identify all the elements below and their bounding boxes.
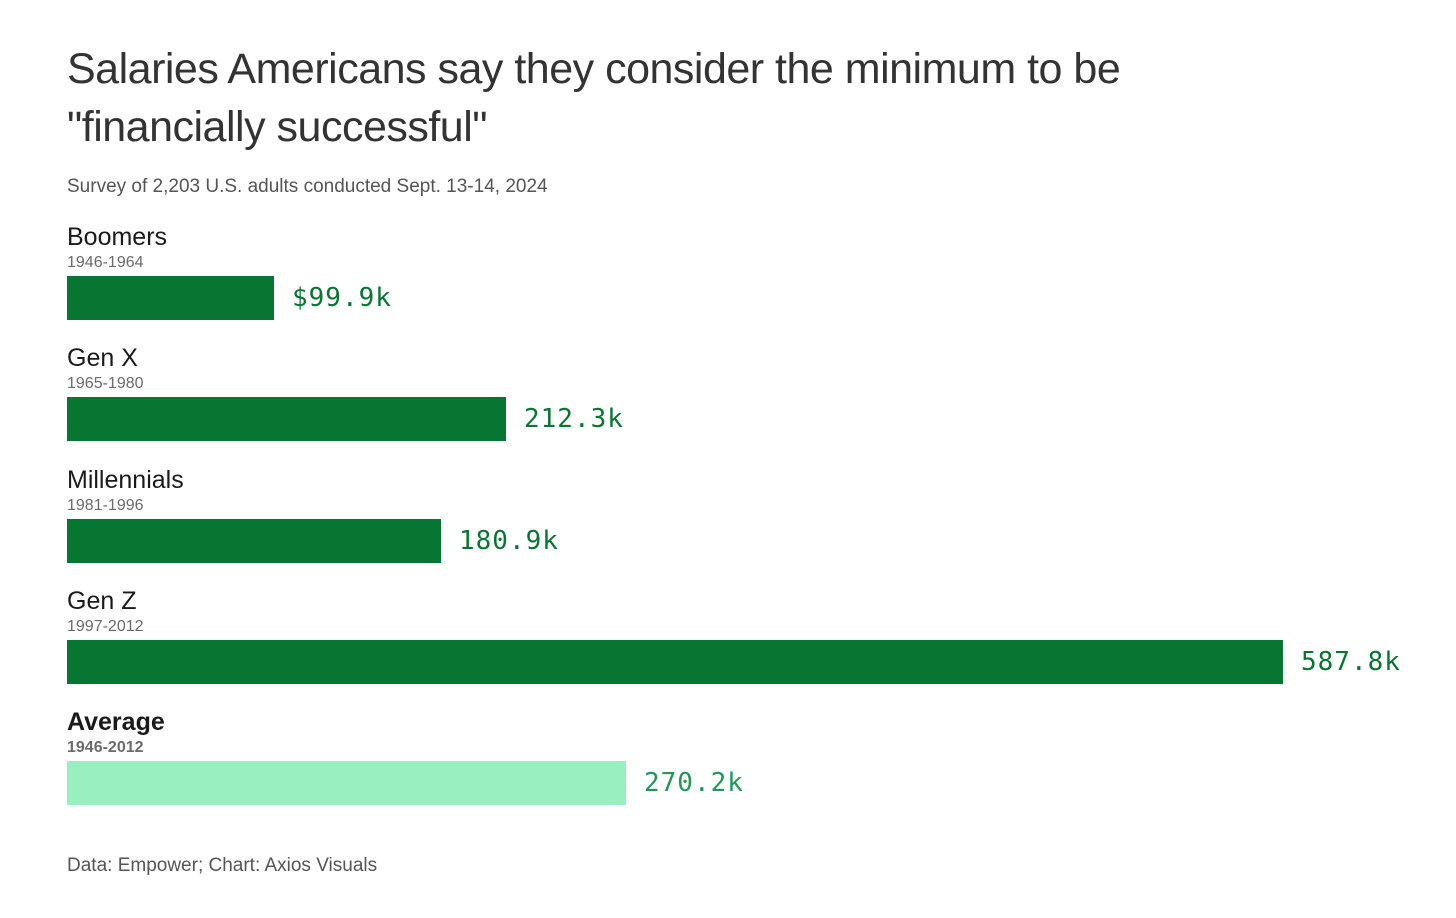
data-label: 270.2k (644, 768, 744, 798)
category-years-label: 1946-1964 (67, 254, 144, 271)
category-years-label: 1946-2012 (67, 739, 144, 756)
bar (67, 397, 506, 441)
data-label: 587.8k (1301, 647, 1401, 677)
data-label: 180.9k (459, 526, 559, 556)
data-label: 212.3k (524, 404, 624, 434)
bar-row: Gen X 1965-1980 212.3k (67, 343, 1437, 455)
bar (67, 276, 274, 320)
data-label: $99.9k (292, 283, 392, 313)
bar-row: Average 1946-2012 270.2k (67, 707, 1437, 819)
category-years-label: 1997-2012 (67, 618, 144, 635)
chart-title: Salaries Americans say they consider the… (67, 45, 1121, 151)
bar-row: Millennials 1981-1996 180.9k (67, 465, 1437, 577)
category-label: Boomers (67, 223, 168, 251)
bar (67, 519, 441, 563)
category-years-label: 1981-1996 (67, 497, 144, 514)
category-label: Gen X (67, 344, 138, 372)
chart-subtitle: Survey of 2,203 U.S. adults conducted Se… (67, 176, 548, 197)
category-label: Gen Z (67, 587, 137, 615)
bar-row: Gen Z 1997-2012 587.8k (67, 586, 1437, 698)
category-years-label: 1965-1980 (67, 375, 144, 392)
bar-row: Boomers 1946-1964 $99.9k (67, 222, 1437, 334)
bar (67, 640, 1283, 684)
chart-source: Data: Empower; Chart: Axios Visuals (67, 855, 378, 876)
category-label: Millennials (67, 466, 184, 494)
category-label: Average (67, 708, 165, 736)
average-bar (67, 761, 626, 805)
